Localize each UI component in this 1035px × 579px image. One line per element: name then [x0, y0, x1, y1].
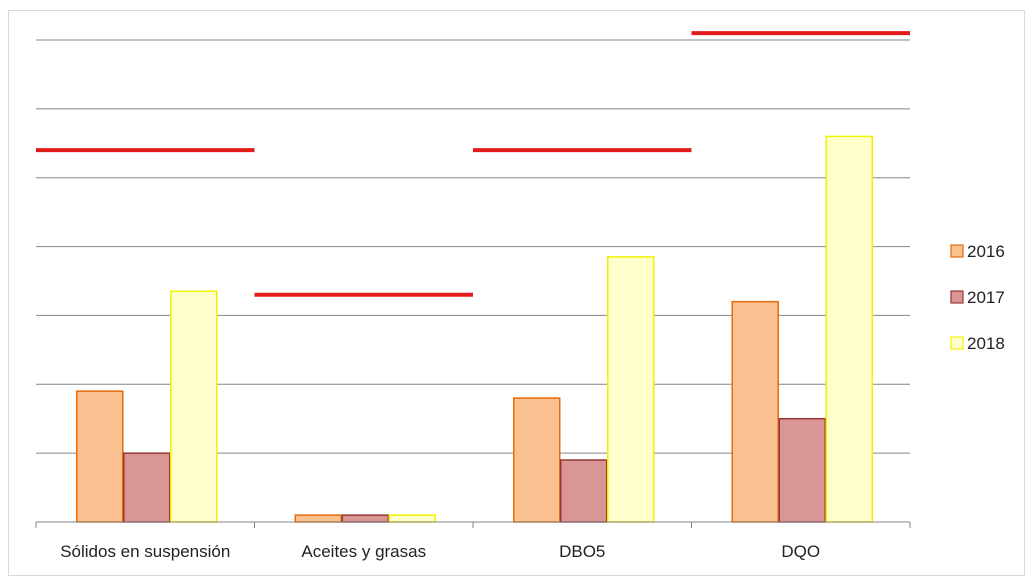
- legend-label-2018: 2018: [967, 334, 1005, 353]
- bar-2017: [778, 417, 826, 523]
- bar-2017: [560, 459, 608, 523]
- legend-label-2016: 2016: [967, 242, 1005, 261]
- bar-2017: [123, 452, 171, 523]
- legend: 2016 2017 2018: [950, 242, 1005, 353]
- legend-label-2017: 2017: [967, 288, 1005, 307]
- bar-2016: [76, 390, 124, 523]
- bar-2018: [170, 290, 218, 523]
- limit-lines: [36, 31, 910, 297]
- legend-swatch-2018: [950, 336, 964, 350]
- x-tick-label: Sólidos en suspensión: [60, 542, 230, 561]
- legend-swatch-2017: [950, 290, 964, 304]
- x-tick-labels: Sólidos en suspensión Aceites y grasas DBO…: [60, 542, 820, 561]
- bars: [76, 135, 873, 523]
- bar-2016: [731, 300, 779, 523]
- bar-2018: [388, 514, 436, 523]
- x-tick-label: DQO: [781, 542, 820, 561]
- bar-2018: [825, 135, 873, 523]
- bar-2018: [607, 256, 655, 523]
- x-tick-label: Aceites y grasas: [301, 542, 426, 561]
- bar-2016: [513, 397, 561, 523]
- x-tick-label: DBO5: [559, 542, 605, 561]
- bar-2016: [294, 514, 342, 523]
- x-axis: [35, 521, 911, 528]
- legend-swatch-2016: [950, 244, 964, 258]
- bar-2017: [341, 514, 389, 523]
